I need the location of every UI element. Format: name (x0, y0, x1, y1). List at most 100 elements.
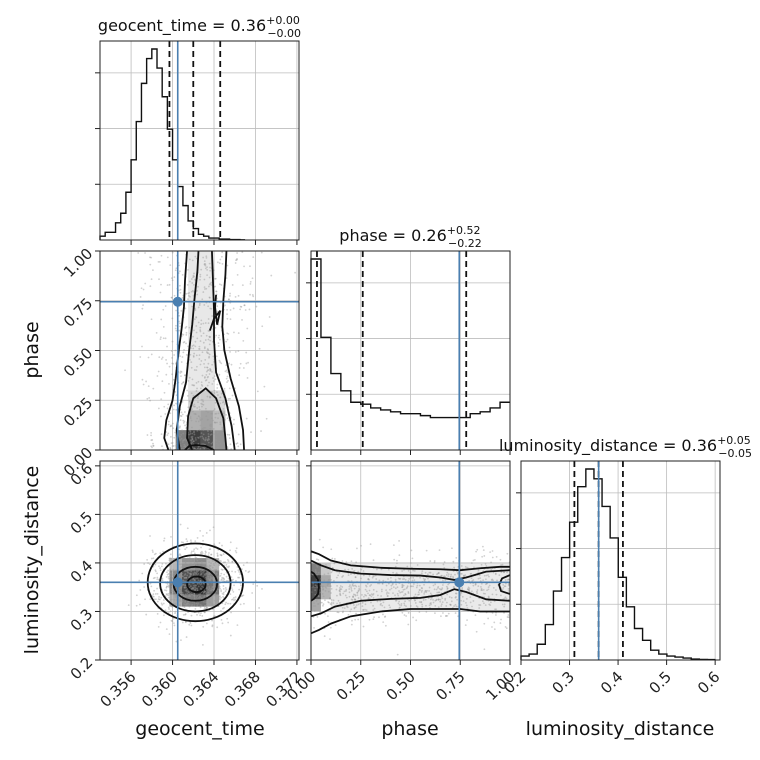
sample-point (504, 626, 507, 628)
sample-point (166, 583, 169, 585)
sample-point (200, 597, 203, 599)
sample-point (357, 597, 360, 599)
sample-point (194, 405, 196, 408)
sample-point (138, 579, 141, 582)
sample-point (162, 326, 165, 328)
sample-point (409, 576, 412, 579)
sample-point (486, 589, 488, 592)
sample-point (198, 348, 200, 350)
sample-point (327, 572, 330, 575)
sample-point (330, 548, 333, 551)
sample-point (481, 555, 484, 558)
sample-point (198, 302, 201, 305)
sample-point (181, 584, 184, 587)
sample-point (198, 415, 200, 418)
sample-point (440, 574, 443, 577)
sample-point (416, 606, 419, 608)
sample-point (429, 560, 432, 562)
sample-point (437, 606, 440, 608)
sample-point (195, 316, 198, 319)
sample-point (234, 570, 237, 573)
sample-point (339, 585, 342, 587)
sample-point (194, 448, 196, 450)
sample-point (196, 559, 199, 562)
sample-point (160, 602, 163, 605)
sample-point (368, 594, 371, 597)
sample-point (313, 610, 316, 612)
sample-point (454, 596, 457, 599)
title-main-geocent_time: geocent_time = 0.36 (98, 16, 266, 36)
sample-point (336, 602, 338, 605)
ytick-label-luminosity_distance-2: 0.4 (67, 557, 97, 587)
xtick-label-geocent_time-1: 0.360 (138, 668, 181, 711)
sample-point (172, 362, 174, 365)
sample-point (195, 571, 197, 574)
sample-point (381, 582, 384, 585)
sample-point (209, 579, 211, 582)
sample-point (206, 428, 209, 431)
sample-point (423, 591, 426, 594)
sample-point (474, 583, 477, 586)
sample-point (314, 584, 317, 587)
sample-point (478, 607, 481, 609)
sample-point (243, 304, 246, 307)
sample-point (173, 624, 176, 627)
sample-point (208, 276, 211, 279)
sample-point (194, 413, 197, 415)
sample-point (221, 576, 224, 579)
sample-point (322, 588, 325, 591)
sample-point (205, 566, 208, 569)
contour-phase-luminosity_distance-2 (311, 559, 510, 581)
sample-point (474, 614, 477, 617)
sample-point (189, 429, 191, 432)
sample-point (420, 601, 423, 603)
sample-point (473, 558, 476, 561)
sample-point (408, 578, 411, 580)
sample-point (364, 603, 367, 606)
sample-point (353, 598, 356, 601)
contours-geocent_time-phase (163, 251, 245, 450)
sample-point (204, 267, 207, 270)
sample-point (201, 399, 204, 401)
sample-point (319, 584, 322, 587)
sample-point (209, 282, 212, 285)
sample-point (224, 603, 227, 606)
sample-point (208, 587, 211, 590)
sample-point (212, 419, 214, 422)
sample-point (202, 400, 205, 403)
sample-point (413, 579, 416, 582)
sample-point (387, 582, 390, 585)
sample-point (144, 598, 146, 601)
sample-point (198, 304, 201, 307)
sample-point (218, 359, 221, 362)
sample-point (167, 596, 170, 599)
sample-point (364, 588, 367, 591)
sample-point (198, 429, 201, 431)
sample-point (213, 599, 216, 602)
sample-point (154, 569, 157, 572)
sample-point (186, 298, 189, 301)
sample-point (369, 594, 372, 597)
sample-point (197, 442, 200, 445)
sample-point (495, 593, 498, 596)
sample-point (182, 583, 184, 586)
sample-point (362, 625, 365, 628)
sample-point (186, 389, 189, 392)
sample-point (487, 586, 490, 589)
sample-point (361, 601, 364, 604)
sample-point (228, 433, 231, 436)
sample-point (153, 589, 156, 592)
sample-point (319, 601, 322, 604)
sample-point (189, 575, 191, 578)
sample-point (230, 611, 232, 614)
sample-point (183, 586, 186, 589)
sample-point (341, 576, 344, 578)
sample-point (329, 597, 331, 600)
sample-point (193, 552, 196, 555)
sample-point (156, 375, 159, 377)
sample-point (187, 559, 190, 562)
sample-point (205, 578, 208, 580)
sample-point (448, 596, 451, 598)
sample-point (145, 613, 148, 616)
sample-point (316, 616, 319, 618)
